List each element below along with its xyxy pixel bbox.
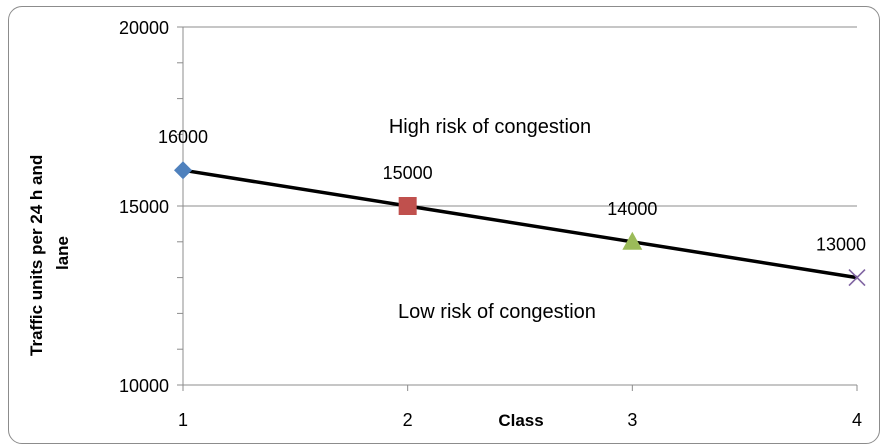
x-tick-label-3: 3 bbox=[627, 410, 637, 430]
data-label-15000: 15000 bbox=[383, 163, 433, 183]
x-axis-ticks: 1 2 3 4 bbox=[178, 385, 862, 430]
x-axis-title: Class bbox=[498, 411, 543, 430]
x-tick-label-1: 1 bbox=[178, 410, 188, 430]
series-line bbox=[182, 168, 858, 280]
gridlines bbox=[183, 26, 857, 207]
y-tick-label-10000: 10000 bbox=[119, 376, 169, 396]
y-axis-ticks: 10000 15000 20000 bbox=[119, 18, 183, 396]
marker-triangle-3 bbox=[622, 231, 643, 250]
x-tick-label-4: 4 bbox=[852, 410, 862, 430]
annotation-low-risk: Low risk of congestion bbox=[398, 301, 596, 323]
annotation-high-risk: High risk of congestion bbox=[389, 116, 591, 138]
y-tick-label-20000: 20000 bbox=[119, 18, 169, 38]
data-label-13000: 13000 bbox=[816, 235, 866, 255]
marker-diamond-1 bbox=[174, 161, 192, 180]
y-tick-label-15000: 15000 bbox=[119, 197, 169, 217]
y-axis-title: Traffic units per 24 h and lane bbox=[27, 150, 72, 356]
line-chart: 10000 15000 20000 1 2 3 4 High risk of conges… bbox=[27, 18, 866, 430]
data-labels: 16000 15000 14000 13000 bbox=[158, 127, 866, 254]
data-label-16000: 16000 bbox=[158, 127, 208, 147]
marker-square-2 bbox=[398, 197, 417, 215]
data-label-14000: 14000 bbox=[607, 199, 657, 219]
chart-frame bbox=[8, 6, 880, 444]
y-axis-title-line1: Traffic units per 24 h and bbox=[27, 155, 46, 356]
y-axis-title-line2: lane bbox=[53, 236, 72, 270]
series-markers bbox=[174, 161, 866, 287]
marker-x-4 bbox=[848, 269, 866, 287]
x-tick-label-2: 2 bbox=[403, 410, 413, 430]
series-line-path bbox=[182, 168, 858, 280]
